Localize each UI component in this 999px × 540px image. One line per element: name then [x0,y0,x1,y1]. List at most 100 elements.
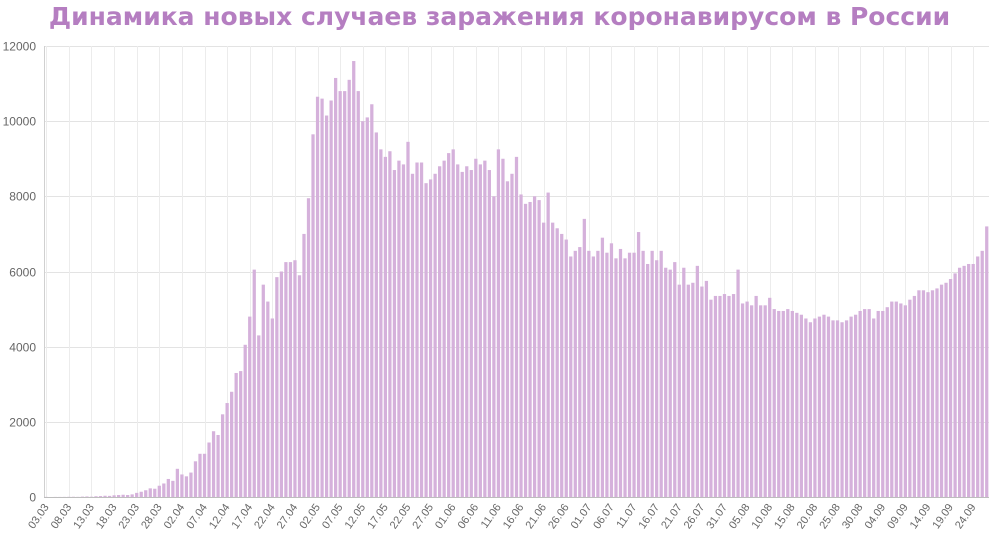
bar [713,295,718,497]
y-tick-label: 4000 [9,341,36,355]
bar [275,277,279,497]
bar [587,250,591,497]
bar [759,305,763,497]
bar [560,233,564,498]
x-tick-label: 09.09 [885,502,911,531]
bars-layer [44,61,989,498]
bar [591,256,595,497]
bar [388,151,392,498]
bar [772,309,776,497]
bar [311,134,315,497]
bar [216,434,220,497]
bar [144,490,148,497]
bar [98,496,103,497]
bar [501,158,505,497]
bar [392,170,397,497]
bar [469,170,473,497]
bar [957,267,962,497]
bar [682,267,686,497]
bar [646,263,650,497]
bar [438,166,442,497]
x-tick-label: 05.08 [727,502,753,531]
bar [768,297,772,497]
bar [406,141,410,497]
chart-title: Динамика новых случаев заражения коронав… [48,2,951,31]
bar [930,290,935,497]
bar [542,222,546,497]
bar [324,115,329,497]
bar [121,494,125,497]
bar [415,162,419,497]
bar [650,250,654,497]
bar [885,307,889,497]
bar [727,295,731,497]
bar [551,222,555,497]
bar [329,100,333,497]
x-tick-label: 02.04 [162,502,188,531]
bar [546,192,550,497]
y-tick-label: 2000 [9,416,36,430]
x-tick-label: 19.09 [930,502,956,531]
bar [510,173,514,497]
bar [903,305,907,497]
x-tick-label: 03.03 [26,502,52,531]
bar [401,164,406,497]
bar [252,269,256,497]
bar [863,309,867,497]
x-tick-label: 04.09 [863,502,889,531]
bar [804,318,808,497]
x-axis: 03.0308.0313.0318.0323.0328.0302.0407.04… [26,502,979,531]
bar [166,478,170,497]
bar [614,258,618,497]
bar [126,495,130,497]
bar [207,442,211,497]
bar [270,318,274,497]
bar [677,284,681,497]
x-tick-label: 16.07 [637,502,663,531]
bar [749,305,754,497]
bar [338,91,342,497]
bar [664,267,668,497]
bar [225,403,229,497]
bar [537,200,541,497]
x-tick-label: 07.05 [320,502,346,531]
bar [189,472,193,497]
bar [709,299,713,497]
x-tick-label: 14.09 [908,502,934,531]
bar [356,91,360,497]
y-axis: 0 2000 4000 6000 8000 10000 12000 [3,40,37,505]
y-tick-label: 12000 [3,40,37,54]
bar [239,371,243,497]
bar [582,218,586,497]
bar [297,275,302,497]
bar [808,322,813,497]
x-tick-label: 30.08 [840,502,866,531]
x-tick-label: 10.08 [750,502,776,531]
x-tick-label: 11.07 [614,502,639,531]
bar [731,294,736,497]
bar [410,173,415,497]
bar [668,269,672,497]
bar [704,280,709,497]
bar [618,248,623,497]
bar [722,294,727,497]
bar [347,79,351,497]
x-tick-label: 16.06 [501,502,527,531]
bar [306,198,311,497]
bar [266,301,270,497]
bar [528,201,532,497]
bar [171,480,175,497]
bar [926,292,930,497]
bar [605,252,609,497]
bar [908,299,912,497]
bar [284,262,288,497]
x-tick-label: 21.07 [659,502,685,531]
bar [921,290,926,497]
x-tick-label: 26.07 [682,502,708,531]
bar [754,295,758,497]
bar [85,496,89,497]
bar [844,320,849,497]
bar [496,149,501,497]
bar [745,301,749,497]
bar [691,282,695,497]
